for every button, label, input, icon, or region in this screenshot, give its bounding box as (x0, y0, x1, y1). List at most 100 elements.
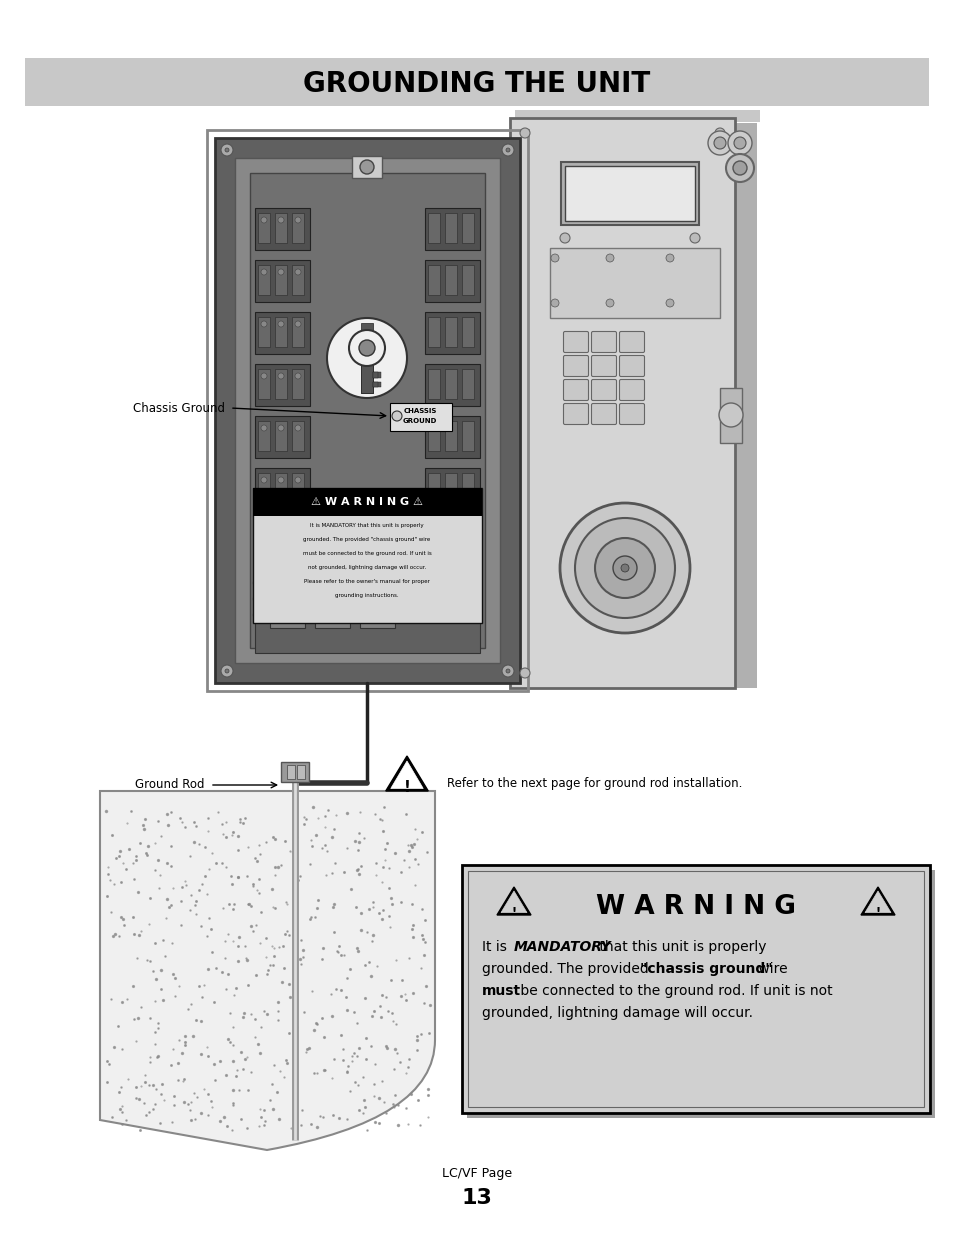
Text: GROUNDING THE UNIT: GROUNDING THE UNIT (303, 70, 650, 98)
Bar (214, 138, 519, 683)
FancyBboxPatch shape (591, 356, 616, 377)
Circle shape (294, 477, 301, 483)
Circle shape (505, 148, 510, 152)
Circle shape (294, 321, 301, 327)
FancyBboxPatch shape (563, 331, 588, 352)
Bar (428, 266, 439, 295)
Circle shape (253, 595, 261, 603)
Text: must be connected to the ground rod. If unit is: must be connected to the ground rod. If … (302, 552, 431, 557)
Bar (254, 207, 310, 249)
Circle shape (277, 217, 284, 224)
FancyBboxPatch shape (563, 356, 588, 377)
Circle shape (707, 131, 731, 156)
Bar (444, 266, 456, 295)
Text: Chassis Ground: Chassis Ground (132, 401, 225, 415)
Bar (250, 173, 484, 648)
Polygon shape (861, 887, 894, 915)
Polygon shape (385, 756, 428, 790)
Bar (292, 473, 304, 503)
Circle shape (225, 669, 229, 673)
Bar (207, 130, 527, 692)
Text: Please refer to the owner's manual for proper: Please refer to the owner's manual for p… (304, 579, 430, 584)
Circle shape (349, 330, 385, 366)
FancyBboxPatch shape (591, 379, 616, 400)
Bar (444, 369, 456, 399)
Circle shape (719, 403, 742, 427)
FancyBboxPatch shape (618, 404, 644, 425)
Text: grounded. The provided: grounded. The provided (481, 962, 653, 976)
Circle shape (501, 664, 514, 677)
Bar (444, 317, 456, 347)
Text: LC/VF Page: LC/VF Page (441, 1167, 512, 1179)
Bar (254, 261, 310, 303)
Bar (360, 324, 373, 393)
Bar (461, 369, 474, 399)
Bar (461, 421, 474, 451)
Circle shape (501, 144, 514, 156)
Bar (292, 369, 304, 399)
FancyBboxPatch shape (618, 356, 644, 377)
Circle shape (253, 579, 261, 587)
Circle shape (575, 517, 675, 618)
Circle shape (519, 668, 530, 678)
Circle shape (277, 477, 284, 483)
Bar (352, 156, 381, 178)
Bar (560, 162, 699, 225)
Circle shape (620, 564, 628, 572)
Circle shape (559, 503, 689, 634)
Circle shape (358, 340, 375, 356)
Bar (428, 473, 439, 503)
FancyBboxPatch shape (591, 404, 616, 425)
Bar (274, 317, 287, 347)
Text: grounded, lightning damage will occur.: grounded, lightning damage will occur. (481, 1007, 752, 1020)
Bar (424, 207, 479, 249)
FancyBboxPatch shape (563, 379, 588, 400)
Bar (274, 421, 287, 451)
Bar (254, 312, 310, 354)
Text: must: must (481, 984, 520, 998)
Circle shape (261, 321, 267, 327)
Circle shape (733, 137, 745, 149)
Bar (428, 421, 439, 451)
Circle shape (261, 217, 267, 224)
Polygon shape (497, 887, 531, 915)
Text: that this unit is properly: that this unit is properly (595, 940, 765, 953)
Circle shape (261, 425, 267, 431)
Bar (253, 488, 481, 516)
Circle shape (221, 664, 233, 677)
Bar (428, 369, 439, 399)
Bar (444, 212, 456, 243)
Circle shape (261, 477, 267, 483)
Circle shape (253, 611, 261, 619)
Circle shape (327, 317, 407, 398)
Bar (292, 421, 304, 451)
Circle shape (261, 269, 267, 275)
Circle shape (605, 254, 614, 262)
FancyBboxPatch shape (563, 404, 588, 425)
Bar (461, 317, 474, 347)
Bar (292, 212, 304, 243)
Text: CHASSIS: CHASSIS (403, 408, 436, 414)
Bar (257, 369, 270, 399)
Bar (274, 212, 287, 243)
Text: It is MANDATORY that this unit is properly: It is MANDATORY that this unit is proper… (310, 524, 423, 529)
FancyBboxPatch shape (618, 331, 644, 352)
Bar (428, 317, 439, 347)
Circle shape (277, 321, 284, 327)
Bar (234, 158, 499, 663)
Bar (254, 563, 479, 653)
Bar (254, 416, 310, 458)
Circle shape (225, 148, 229, 152)
Bar (254, 364, 310, 406)
Circle shape (559, 233, 569, 243)
Text: Refer to the next page for ground rod installation.: Refer to the next page for ground rod in… (447, 777, 741, 789)
PathPatch shape (100, 790, 435, 1150)
Circle shape (294, 425, 301, 431)
Bar (274, 473, 287, 503)
Polygon shape (500, 890, 526, 913)
Circle shape (613, 556, 637, 580)
Bar (461, 212, 474, 243)
Bar (373, 372, 377, 378)
Text: "chassis ground": "chassis ground" (639, 962, 772, 976)
Circle shape (725, 154, 753, 182)
